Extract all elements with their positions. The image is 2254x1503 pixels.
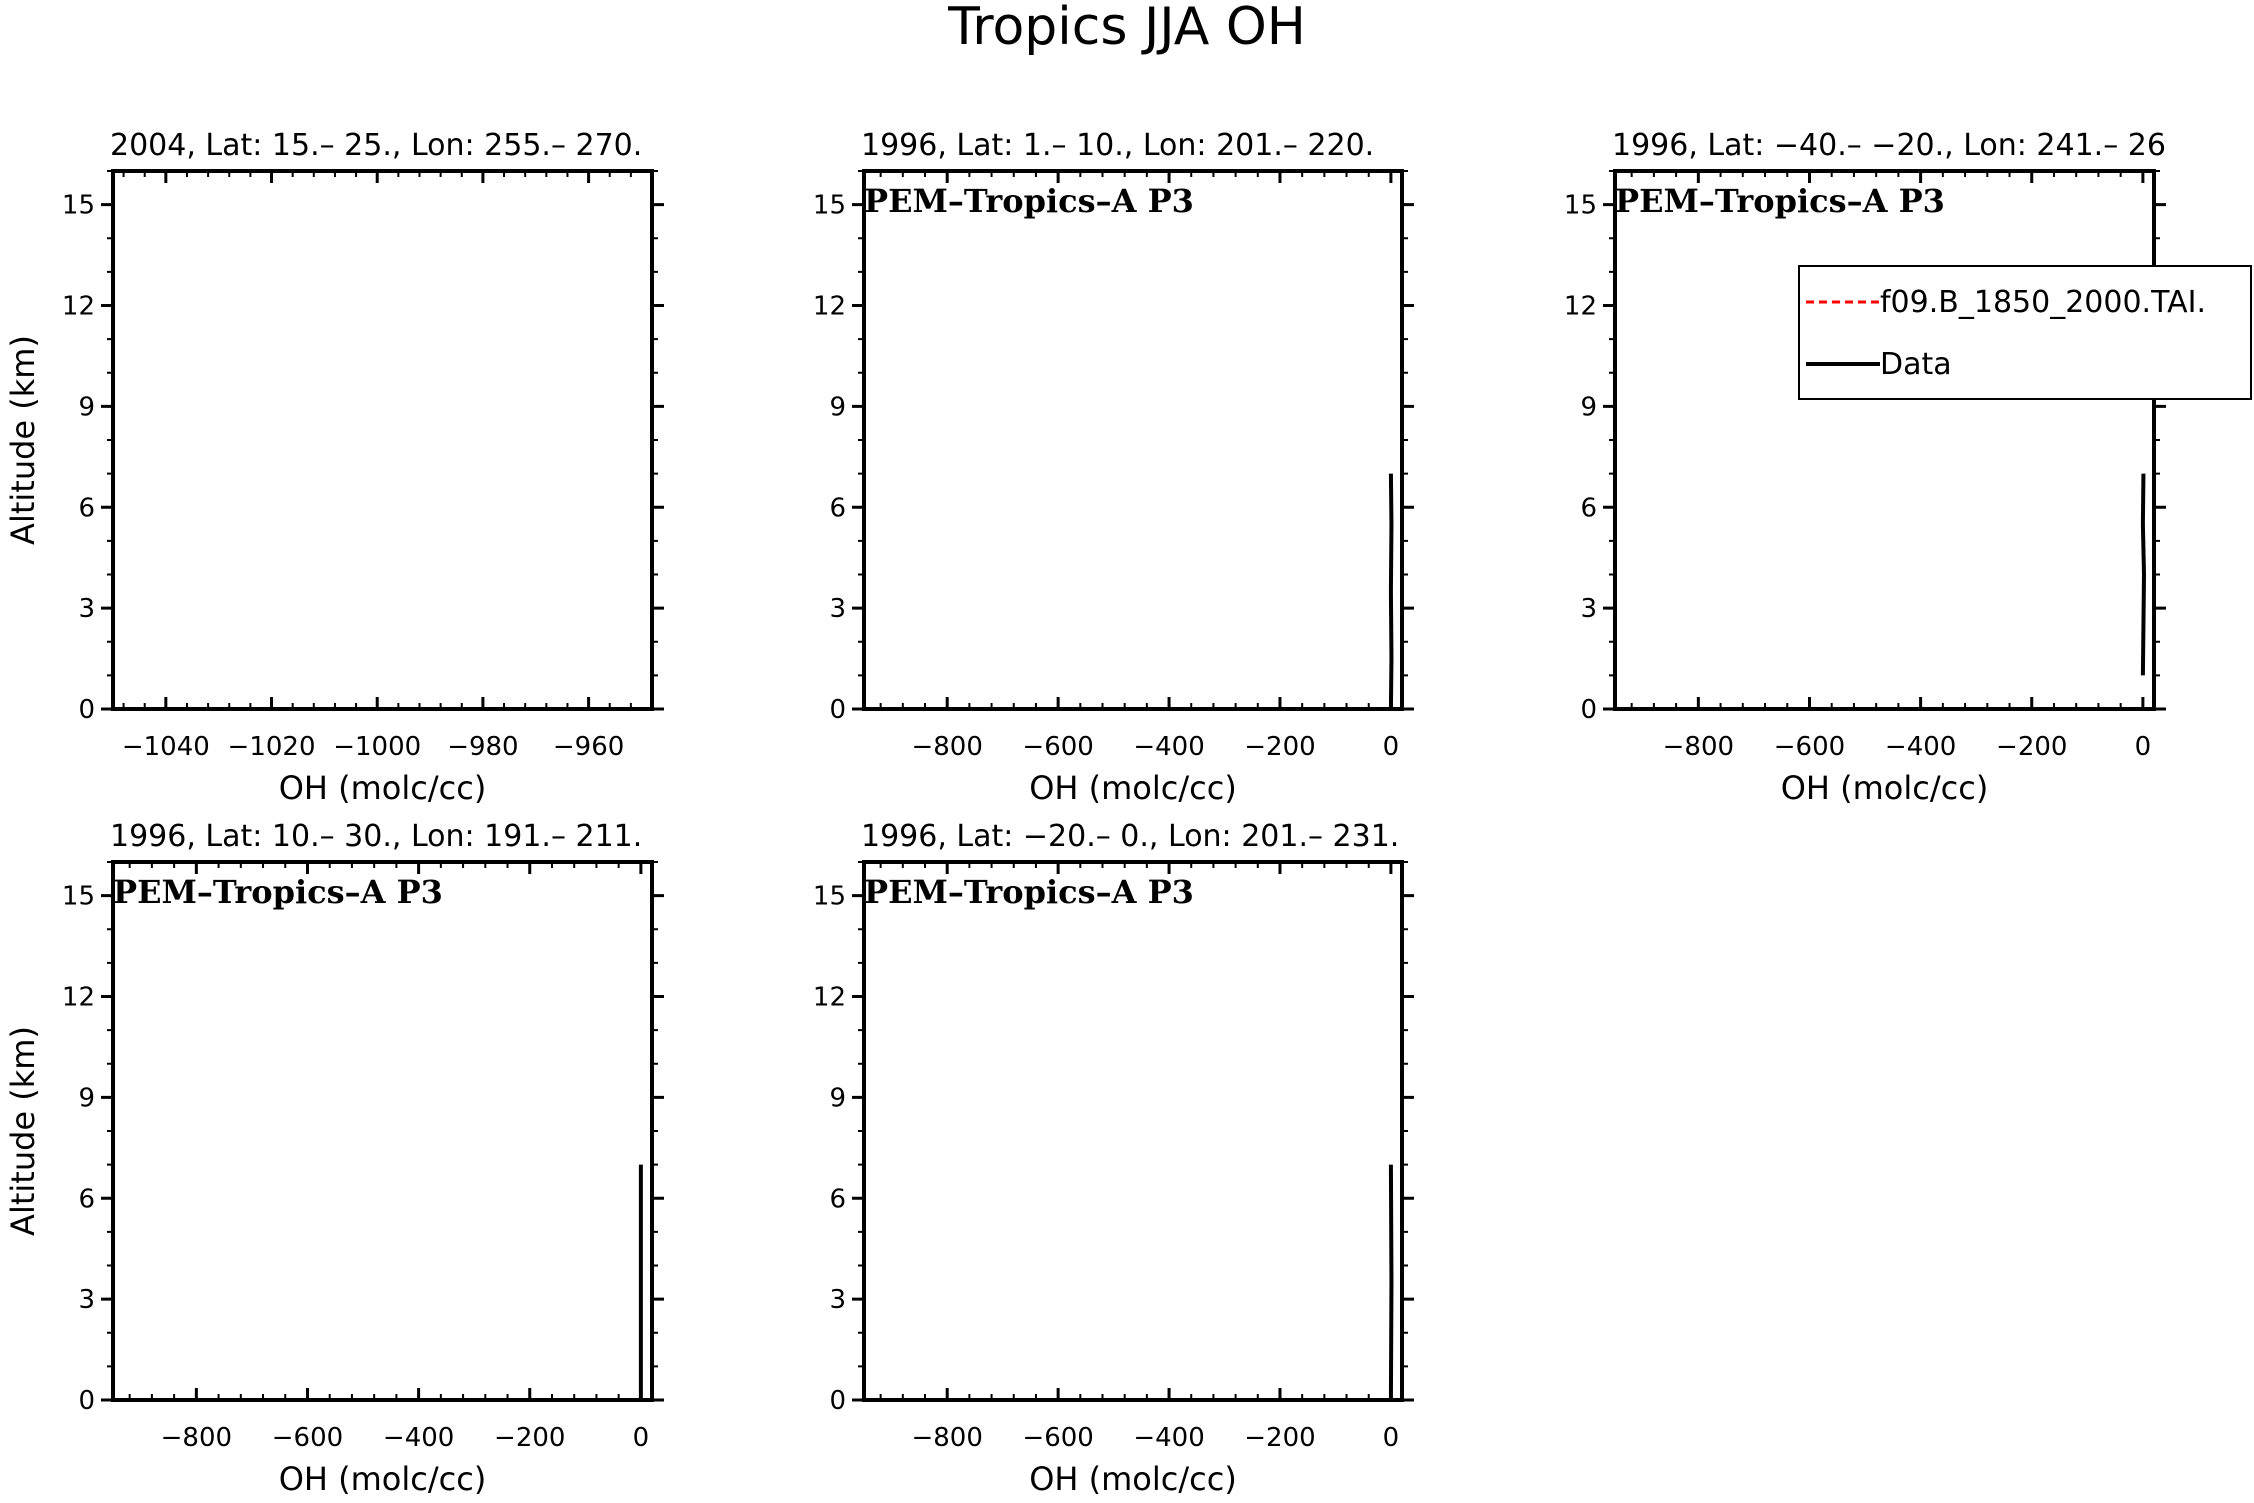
y-tick-label: 6	[829, 1184, 846, 1214]
x-tick-label: −400	[1133, 1423, 1204, 1453]
legend-label: f09.B_1850_2000.TAI.	[1880, 285, 2206, 320]
y-axis-label: Altitude (km)	[4, 1026, 42, 1236]
y-tick-label: 3	[1580, 594, 1597, 624]
x-tick-label: −600	[272, 1423, 343, 1453]
panel-title: 1996, Lat: 1.– 10., Lon: 201.– 220.	[861, 128, 1374, 163]
y-tick-label: 0	[78, 1386, 95, 1416]
x-tick-label: −200	[1244, 1423, 1315, 1453]
x-tick-label: −600	[1022, 732, 1093, 762]
y-tick-label: 15	[813, 882, 846, 912]
y-tick-label: 3	[829, 1285, 846, 1315]
x-tick-label: 0	[1383, 1423, 1400, 1453]
y-tick-label: 9	[829, 392, 846, 422]
x-tick-label: −600	[1774, 732, 1845, 762]
x-tick-label: −800	[1663, 732, 1734, 762]
legend: f09.B_1850_2000.TAI. Data	[1798, 265, 2252, 400]
y-tick-label: 12	[62, 983, 95, 1013]
y-tick-label: 6	[829, 493, 846, 523]
chart-panel: −800 −600 −400 −200 0 0 3 6 9 12 15 1996, Lat: 10.–…	[4, 819, 664, 1498]
y-tick-label: 12	[813, 292, 846, 322]
plot-frame	[111, 169, 654, 711]
x-axis-label: OH (molc/cc)	[1781, 769, 1989, 807]
x-tick-label: −200	[1244, 732, 1315, 762]
figure-title: Tropics JJA OH	[947, 0, 1306, 57]
y-tick-label: 15	[1564, 191, 1597, 221]
y-tick-label: 3	[78, 594, 95, 624]
y-tick-label: 0	[78, 695, 95, 725]
y-tick-label: 9	[78, 392, 95, 422]
x-tick-label: −400	[383, 1423, 454, 1453]
panel-title: 1996, Lat: −20.– 0., Lon: 201.– 231.	[861, 819, 1399, 854]
y-tick-label: 9	[78, 1083, 95, 1113]
y-tick-label: 3	[829, 594, 846, 624]
y-tick-label: 12	[813, 983, 846, 1013]
x-tick-label: 0	[1383, 732, 1400, 762]
plot-frame	[111, 860, 654, 1402]
plot-frame	[862, 860, 1404, 1402]
x-axis-label: OH (molc/cc)	[279, 1460, 487, 1498]
data-series-line	[1388, 473, 1394, 709]
y-tick-label: 6	[78, 493, 95, 523]
y-tick-label: 0	[829, 695, 846, 725]
campaign-label: PEM–Tropics–A P3	[864, 873, 1194, 911]
x-tick-label: −400	[1885, 732, 1956, 762]
x-axis-label: OH (molc/cc)	[279, 769, 487, 807]
x-tick-label: −600	[1022, 1423, 1093, 1453]
x-tick-label: −980	[447, 732, 518, 762]
legend-box	[1798, 265, 2252, 400]
x-tick-label: −1000	[333, 732, 421, 762]
x-tick-label: −400	[1133, 732, 1204, 762]
x-tick-label: −1040	[122, 732, 210, 762]
y-tick-label: 6	[1580, 493, 1597, 523]
campaign-label: PEM–Tropics–A P3	[113, 873, 443, 911]
y-tick-label: 6	[78, 1184, 95, 1214]
panel-title: 1996, Lat: 10.– 30., Lon: 191.– 211.	[110, 819, 642, 854]
y-tick-label: 0	[1580, 695, 1597, 725]
y-axis-label: Altitude (km)	[4, 335, 42, 545]
y-tick-label: 15	[62, 882, 95, 912]
panels: −1040 −1020 −1000 −980 −960 0 3 6 9 12 15 2004, Lat…	[4, 128, 2252, 1498]
y-tick-label: 9	[1580, 392, 1597, 422]
data-series-line	[1388, 1164, 1394, 1400]
x-tick-label: −200	[1996, 732, 2067, 762]
chart-panel: −1040 −1020 −1000 −980 −960 0 3 6 9 12 15 2004, Lat…	[4, 128, 664, 807]
x-tick-label: −800	[161, 1423, 232, 1453]
x-tick-label: 0	[633, 1423, 650, 1453]
campaign-label: PEM–Tropics–A P3	[1615, 182, 1945, 220]
campaign-label: PEM–Tropics–A P3	[864, 182, 1194, 220]
y-tick-label: 15	[813, 191, 846, 221]
y-tick-label: 3	[78, 1285, 95, 1315]
y-tick-label: 12	[1564, 292, 1597, 322]
x-tick-label: −800	[911, 732, 982, 762]
chart-panel: −800 −600 −400 −200 0 0 3 6 9 12 15 1996, Lat: −20.…	[813, 819, 1414, 1498]
plot-frame	[862, 169, 1404, 711]
plot-frame	[1613, 169, 2156, 711]
panel-title: 2004, Lat: 15.– 25., Lon: 255.– 270.	[110, 128, 642, 163]
y-tick-label: 9	[829, 1083, 846, 1113]
panel-title: 1996, Lat: −40.– −20., Lon: 241.– 26	[1612, 128, 2166, 163]
x-axis-label: OH (molc/cc)	[1029, 769, 1237, 807]
x-axis-label: OH (molc/cc)	[1029, 1460, 1237, 1498]
x-tick-label: −1020	[228, 732, 316, 762]
x-tick-label: −200	[494, 1423, 565, 1453]
data-series-line	[2140, 473, 2146, 676]
chart-panel: −800 −600 −400 −200 0 0 3 6 9 12 15 1996, Lat: 1.– …	[813, 128, 1414, 807]
chart-panel: −800 −600 −400 −200 0 0 3 6 9 12 15 1996, Lat: −40.…	[1564, 128, 2252, 807]
y-tick-label: 12	[62, 292, 95, 322]
y-tick-label: 15	[62, 191, 95, 221]
x-tick-label: −960	[553, 732, 624, 762]
x-tick-label: 0	[2135, 732, 2152, 762]
x-tick-label: −800	[911, 1423, 982, 1453]
legend-label: Data	[1880, 347, 1952, 382]
y-tick-label: 0	[829, 1386, 846, 1416]
